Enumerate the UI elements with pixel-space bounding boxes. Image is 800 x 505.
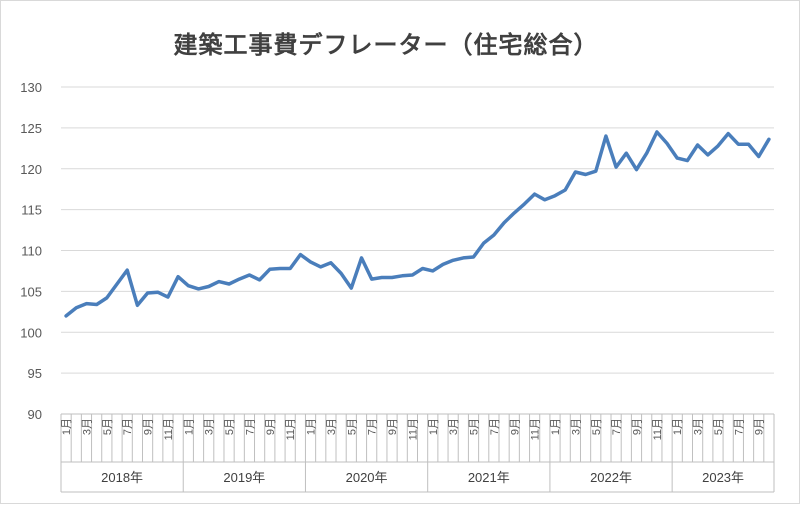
month-tick-label: 11月 — [652, 418, 664, 440]
month-tick-label: 9月 — [509, 418, 521, 435]
month-tick-label: 5月 — [224, 418, 236, 435]
month-tick-label: 3月 — [448, 418, 460, 435]
month-tick-label: 3月 — [204, 418, 216, 435]
month-tick-label: 3月 — [326, 418, 338, 435]
month-tick-label: 7月 — [733, 418, 745, 435]
month-tick-label: 11月 — [163, 418, 175, 440]
month-tick-label: 3月 — [570, 418, 582, 435]
year-label: 2020年 — [346, 470, 388, 485]
month-tick-label: 3月 — [81, 418, 93, 435]
year-label: 2021年 — [468, 470, 510, 485]
month-tick-label: 1月 — [183, 418, 195, 435]
gridlines — [61, 86, 774, 415]
y-axis-tick-labels: 90 95 100 105 110 115 120 125 130 — [20, 80, 42, 422]
series-line-0 — [64, 130, 771, 318]
month-tick-label: 9月 — [631, 418, 643, 435]
year-label: 2018年 — [101, 470, 143, 485]
year-label: 2022年 — [590, 470, 632, 485]
month-tick-label: 5月 — [713, 418, 725, 435]
month-tick-label: 7月 — [367, 418, 379, 435]
month-tick-label: 5月 — [591, 418, 603, 435]
month-tick-label: 11月 — [285, 418, 297, 440]
month-tick-label: 11月 — [407, 418, 419, 440]
month-tick-label: 7月 — [244, 418, 256, 435]
y-tick-label: 100 — [20, 325, 42, 340]
month-tick-label: 7月 — [122, 418, 134, 435]
chart-title: 建築工事費デフレーター（住宅総合） — [174, 31, 599, 59]
y-tick-label: 90 — [28, 407, 42, 422]
y-tick-label: 105 — [20, 284, 42, 299]
y-tick-label: 130 — [20, 80, 42, 95]
x-axis: 1月 3月 5月 7月 9月 11月 1月 3月 5月 7月 9月 11月 1月 3月 5月 7月 9月 11月 1… — [60, 414, 775, 493]
month-tick-label: 1月 — [672, 418, 684, 435]
month-tick-label: 9月 — [754, 418, 766, 435]
month-tick-label: 7月 — [489, 418, 501, 435]
month-tick-label: 5月 — [102, 418, 114, 435]
month-tick-label: 1月 — [428, 418, 440, 435]
month-tick-label: 1月 — [61, 418, 73, 435]
year-label: 2019年 — [223, 470, 265, 485]
y-tick-label: 115 — [21, 203, 42, 218]
y-tick-label: 110 — [21, 244, 42, 259]
y-tick-label: 95 — [28, 366, 42, 381]
month-tick-label: 3月 — [693, 418, 705, 435]
month-tick-label: 9月 — [265, 418, 277, 435]
y-tick-label: 125 — [20, 121, 42, 136]
month-tick-label: 11月 — [530, 418, 542, 440]
month-tick-label: 1月 — [306, 418, 318, 435]
year-label: 2023年 — [702, 470, 744, 485]
month-tick-label: 7月 — [611, 418, 623, 435]
y-tick-label: 120 — [20, 162, 42, 177]
month-tick-label: 9月 — [387, 418, 399, 435]
month-tick-label: 1月 — [550, 418, 562, 435]
month-tick-label: 5月 — [346, 418, 358, 435]
series-layer — [64, 130, 771, 318]
month-tick-label: 5月 — [469, 418, 481, 435]
month-tick-label: 9月 — [143, 418, 155, 435]
